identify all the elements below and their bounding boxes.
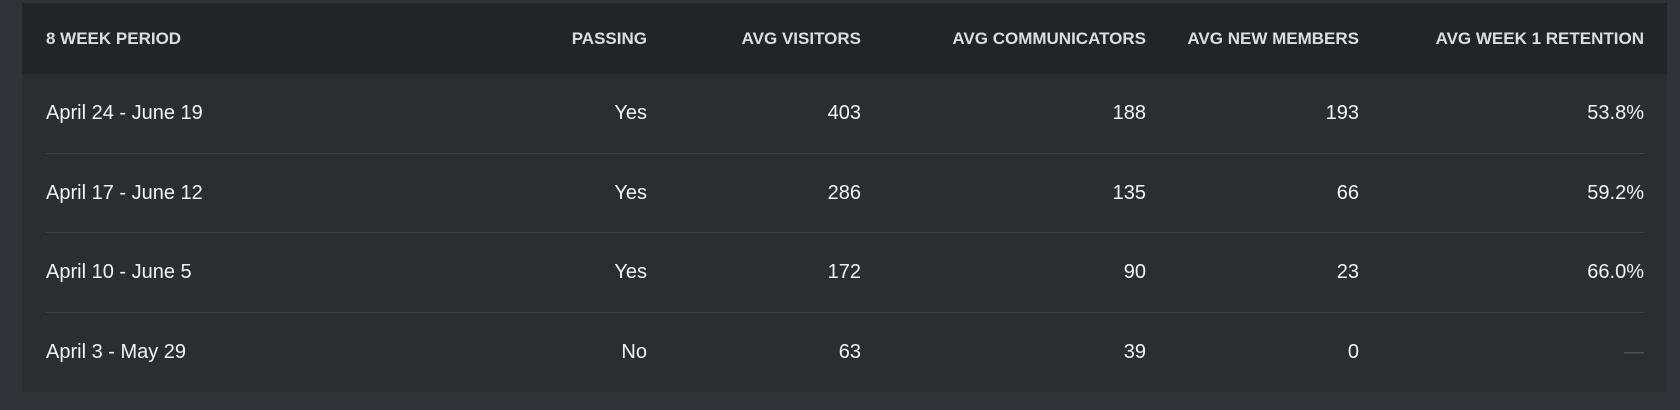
- cell-avg-visitors: 403: [827, 102, 861, 124]
- header-avg-communicators: AVG COMMUNICATORS: [952, 29, 1146, 48]
- cell-avg-visitors: 172: [827, 261, 861, 283]
- cell-avg-communicators: 90: [1123, 261, 1146, 283]
- header-period: 8 WEEK PERIOD: [46, 29, 182, 48]
- table-row: April 17 - June 12 Yes 286 135 66 59.2%: [22, 154, 1667, 233]
- row-divider: [46, 152, 1644, 154]
- cell-period: April 3 - May 29: [46, 340, 187, 363]
- table-row: April 24 - June 19 Yes 403 188 193 53.8%: [22, 74, 1667, 154]
- cell-avg-new-members: 66: [1336, 181, 1359, 204]
- header-avg-week1-retention: AVG WEEK 1 RETENTION: [1435, 29, 1644, 48]
- cell-avg-week1-retention: 53.8%: [1587, 102, 1644, 124]
- cell-avg-communicators: 39: [1123, 340, 1146, 363]
- cell-avg-visitors: 286: [827, 181, 861, 204]
- weekly-stats-table: 8 WEEK PERIOD PASSING AVG VISITORS AVG C…: [22, 3, 1667, 392]
- header-avg-visitors: AVG VISITORS: [741, 29, 861, 48]
- cell-avg-new-members: 193: [1325, 102, 1359, 124]
- header-avg-new-members: AVG NEW MEMBERS: [1187, 29, 1359, 48]
- cell-period: April 24 - June 19: [46, 102, 203, 124]
- table-row: April 3 - May 29 No 63 39 0 —: [22, 313, 1667, 393]
- header-passing: PASSING: [571, 29, 647, 48]
- cell-avg-new-members: 0: [1347, 340, 1359, 363]
- cell-passing: Yes: [614, 102, 647, 124]
- cell-avg-week1-retention: —: [1624, 340, 1644, 363]
- row-divider: [46, 232, 1644, 233]
- table-row: April 10 - June 5 Yes 172 90 23 66.0%: [22, 233, 1667, 313]
- cell-avg-new-members: 23: [1336, 261, 1359, 283]
- cell-avg-communicators: 135: [1112, 181, 1146, 204]
- cell-passing: Yes: [614, 181, 647, 204]
- cell-avg-week1-retention: 66.0%: [1587, 261, 1644, 283]
- cell-period: April 17 - June 12: [46, 181, 203, 204]
- cell-period: April 10 - June 5: [46, 261, 192, 283]
- cell-avg-visitors: 63: [838, 340, 861, 363]
- cell-passing: No: [621, 340, 647, 363]
- cell-avg-week1-retention: 59.2%: [1587, 181, 1644, 204]
- row-divider: [46, 311, 1644, 313]
- cell-passing: Yes: [614, 261, 647, 283]
- table-header: 8 WEEK PERIOD PASSING AVG VISITORS AVG C…: [22, 3, 1667, 74]
- cell-avg-communicators: 188: [1112, 102, 1146, 124]
